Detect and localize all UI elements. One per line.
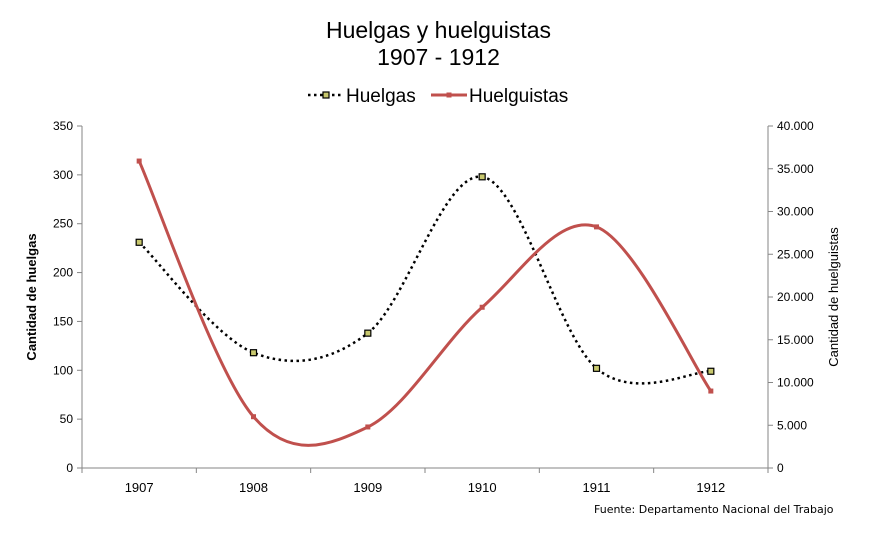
y-tick-label-left: 150 (53, 314, 73, 328)
y-axis-title-right: Cantidad de huelguistas (826, 227, 841, 367)
y-tick-label-right: 20.000 (777, 290, 814, 304)
y-tick-label-left: 350 (53, 119, 73, 133)
y-tick-label-right: 0 (777, 461, 784, 475)
y-tick-label-right: 15.000 (777, 333, 814, 347)
data-point-huelguistas (708, 388, 714, 394)
chart-title: Huelgas y huelguistas (325, 17, 552, 43)
legend-marker-huelguistas (446, 92, 452, 98)
y-tick-label-left: 300 (53, 168, 73, 182)
y-tick-label-left: 0 (66, 461, 73, 475)
x-tick-label: 1909 (353, 480, 382, 495)
legend-label-huelgas: Huelgas (346, 86, 416, 107)
y-tick-label-left: 100 (53, 363, 73, 377)
data-point-huelguistas (365, 424, 371, 430)
data-point-huelgas (592, 364, 601, 372)
data-point-huelguistas (251, 414, 256, 420)
data-point-huelguistas (136, 158, 142, 164)
series-line-huelguistas (137, 160, 713, 447)
data-point-huelgas (478, 173, 486, 181)
x-tick-label: 1911 (583, 480, 611, 495)
x-tick-label: 1908 (239, 480, 268, 495)
data-point-huelgas (135, 238, 143, 246)
data-point-huelguistas (479, 304, 485, 310)
y-axis-title-left: Cantidad de huelgas (24, 233, 39, 360)
series-line-huelgas (138, 175, 711, 385)
legend-label-huelguistas: Huelguistas (469, 86, 568, 107)
y-tick-label-left: 50 (60, 412, 74, 426)
y-tick-label-left: 250 (53, 217, 73, 231)
x-tick-label: 1907 (125, 480, 154, 495)
y-tick-label-left: 200 (53, 266, 73, 280)
source-note: Fuente: Departamento Nacional del Trabaj… (594, 503, 834, 516)
y-tick-label-right: 25.000 (777, 247, 814, 261)
y-tick-label-right: 5.000 (777, 418, 807, 432)
x-tick-label: 1910 (468, 480, 497, 495)
data-point-huelgas (249, 349, 258, 357)
data-point-huelgas (707, 367, 715, 375)
data-point-huelgas (364, 329, 372, 337)
data-point-huelguistas (594, 224, 599, 230)
x-tick-label: 1912 (696, 480, 725, 495)
chart-subtitle: 1907 - 1912 (377, 44, 500, 70)
y-tick-label-right: 35.000 (777, 162, 814, 176)
y-tick-label-right: 10.000 (777, 376, 814, 390)
y-tick-label-right: 30.000 (777, 205, 814, 219)
y-tick-label-right: 40.000 (777, 119, 814, 133)
legend-marker-huelgas (322, 91, 330, 99)
